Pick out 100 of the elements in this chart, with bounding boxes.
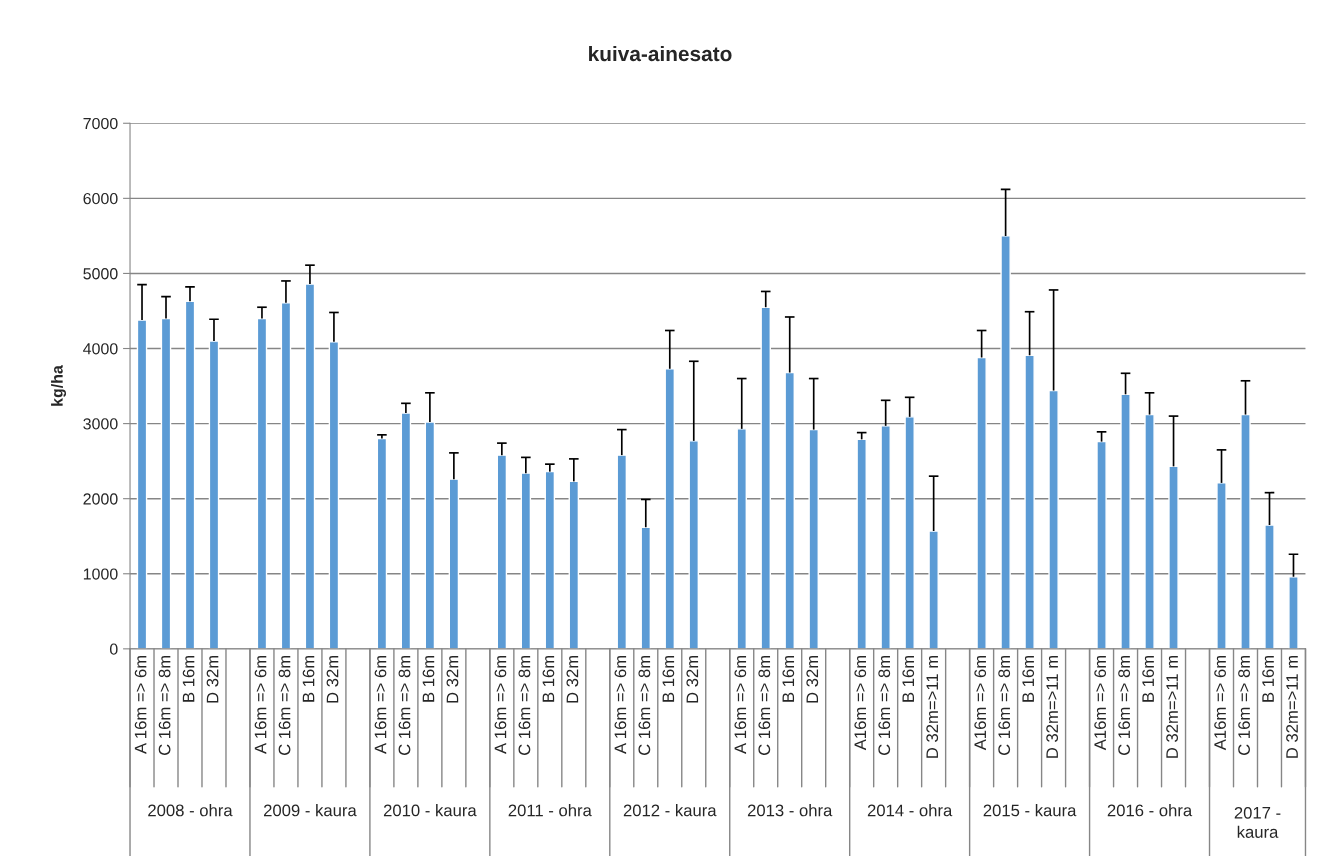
x-tick-label: C 16m => 8m (998, 655, 1011, 755)
bar (184, 300, 196, 649)
x-tick-label: B 16m (662, 655, 675, 702)
bar (1240, 413, 1251, 649)
x-tick-label: D 32m (446, 655, 459, 703)
x-tick-label: C 16m => 8m (1118, 655, 1131, 755)
bar (304, 283, 316, 649)
x-tick-label: C 16m => 8m (518, 655, 531, 755)
x-tick-label: C 16m => 8m (878, 655, 891, 755)
bar (400, 412, 412, 649)
x-tick-label: C 16m => 8m (158, 655, 171, 755)
x-tick-label: C 16m => 8m (758, 655, 771, 755)
x-tick-label: B 16m (542, 655, 555, 702)
text: 2010 - kaura (383, 804, 477, 817)
bar (1168, 465, 1179, 649)
x-tick-label: A 16m => 6m (254, 655, 267, 754)
y-tick-label: 1000 (83, 568, 118, 580)
bar (1024, 354, 1035, 649)
y-tick-label: 7000 (83, 117, 118, 130)
text: 2014 - ohra (867, 804, 953, 817)
text: 2016 - ohra (1107, 804, 1193, 817)
bar (424, 421, 436, 649)
x-tick-label: A16m => 6m (974, 655, 987, 751)
text: 2008 - ohra (148, 804, 233, 817)
x-tick-label: B 16m (302, 655, 315, 702)
y-tick-label: 5000 (83, 268, 118, 280)
bar (1264, 524, 1275, 649)
bar (208, 340, 220, 649)
bar (376, 437, 388, 649)
x-tick-label: D 32m=>11 m (926, 655, 939, 758)
x-tick-label: B 16m (182, 655, 195, 702)
bar (880, 425, 891, 649)
x-tick-label: C 16m => 8m (638, 655, 651, 755)
x-tick-label: A16m => 6m (854, 655, 867, 751)
bar (496, 454, 508, 649)
bar (544, 470, 556, 649)
bar (1120, 393, 1131, 649)
x-tick-label: B 16m (902, 655, 915, 702)
bar (1216, 482, 1227, 649)
x-tick-label: A 16m => 6m (614, 655, 627, 754)
x-tick-label: C 16m => 8m (1238, 655, 1250, 755)
y-tick-label: 4000 (83, 343, 118, 355)
x-tick-label: D 32m (566, 655, 579, 703)
y-tick-label: 3000 (83, 418, 118, 430)
bar (1048, 389, 1059, 649)
bar (976, 356, 987, 649)
y-tick-label: 2000 (83, 493, 118, 505)
bar (664, 368, 676, 649)
x-tick-label: B 16m (1262, 655, 1274, 702)
x-tick-label: D 32m=>11 m (1286, 655, 1298, 758)
x-tick-label: D 32m (686, 655, 699, 703)
x-tick-label: A 16m => 6m (374, 655, 387, 754)
bar (904, 416, 915, 649)
y-axis-title: kg/ha (51, 365, 67, 406)
x-tick-label: B 16m (422, 655, 435, 702)
bar (568, 480, 580, 649)
bar (520, 472, 532, 649)
x-tick-label: D 32m (206, 655, 219, 703)
bar (280, 302, 292, 649)
bar (640, 526, 652, 649)
x-tick-label: B 16m (782, 655, 795, 702)
x-tick-label: A 16m => 6m (734, 655, 747, 754)
bar (136, 319, 148, 649)
bar (1288, 576, 1299, 649)
x-tick-label: B 16m (1022, 655, 1035, 702)
y-tick-label: 6000 (83, 192, 118, 205)
x-tick-label: A16m => 6m (1094, 655, 1107, 751)
text: 2012 - kaura (623, 804, 717, 817)
chart-title: kuiva-ainesato (589, 45, 732, 62)
bar (736, 428, 747, 649)
bar (160, 317, 172, 649)
text: 2009 - kaura (263, 804, 357, 817)
x-tick-label: D 32m=>11 m (1166, 655, 1179, 758)
bar (1096, 440, 1107, 649)
x-tick-label: A 16m => 6m (494, 655, 507, 754)
bar (760, 306, 771, 649)
x-tick-label: D 32m (806, 655, 819, 703)
bar (688, 440, 700, 649)
bar (256, 317, 268, 649)
text: 2015 - kaura (983, 804, 1077, 817)
y-tick-label: 0 (109, 643, 118, 655)
bar (1144, 413, 1155, 649)
bar (928, 530, 939, 649)
x-tick-label: C 16m => 8m (278, 655, 291, 755)
x-tick-label: A16m => 6m (1214, 655, 1226, 751)
x-tick-label: D 32m=>11 m (1046, 655, 1059, 758)
bar (328, 341, 340, 649)
x-tick-label: A 16m => 6m (134, 655, 147, 754)
bar (808, 428, 819, 649)
text: 2011 - ohra (508, 804, 592, 817)
x-tick-label: D 32m (326, 655, 339, 703)
bar (784, 371, 795, 649)
bar (448, 478, 460, 649)
bar (856, 438, 867, 649)
text: 2013 - ohra (747, 804, 833, 817)
x-tick-label: C 16m => 8m (398, 655, 411, 755)
x-tick-label: B 16m (1142, 655, 1155, 702)
bar (616, 454, 628, 649)
bar (1000, 235, 1011, 649)
text: 2017 - kaura (1234, 806, 1281, 838)
